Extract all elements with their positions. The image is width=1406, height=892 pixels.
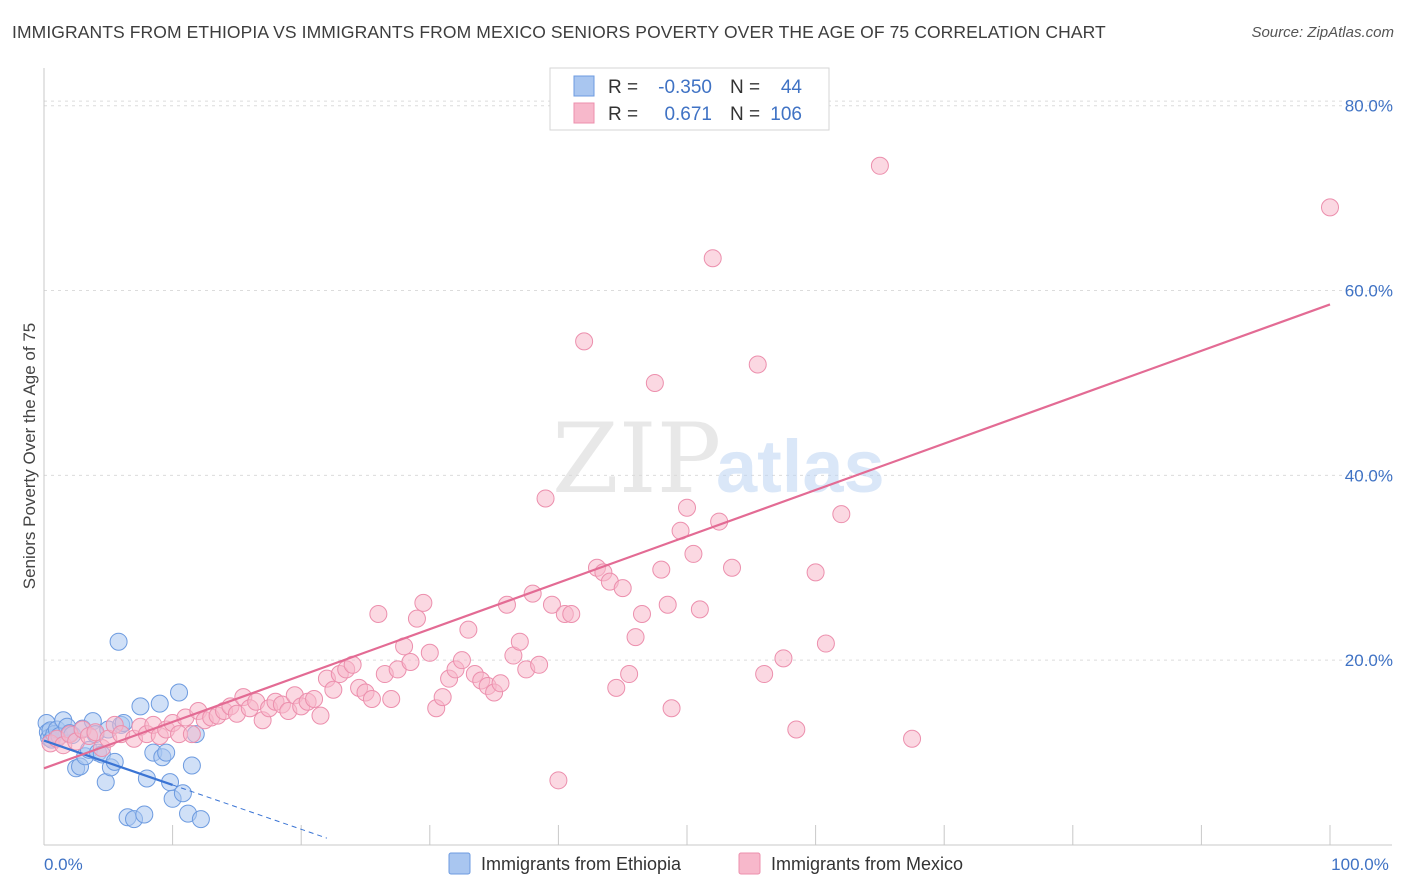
point-mexico-87 <box>620 665 639 684</box>
x-tick-label-0: 0.0% <box>44 855 83 874</box>
point-mexico-72 <box>510 632 529 651</box>
point-mexico-106 <box>816 634 835 653</box>
point-ethiopia-40 <box>173 784 192 803</box>
point-mexico-64 <box>459 620 478 639</box>
legend-n-value-mexico: 106 <box>770 104 802 125</box>
legend-n-value-ethiopia: 44 <box>781 77 803 98</box>
point-mexico-88 <box>626 628 645 647</box>
point-mexico-101 <box>748 355 767 374</box>
point-mexico-56 <box>407 609 426 628</box>
series-legend-label-ethiopia[interactable]: Immigrants from Ethiopia <box>481 854 682 874</box>
watermark: ZIP atlas <box>552 403 885 515</box>
trend-line-extension-ethiopia <box>172 784 328 839</box>
legend-swatch-ethiopia <box>573 75 595 97</box>
tick-labels: 0.0% 100.0% 20.0% 40.0% 60.0% 80.0% <box>44 97 1393 874</box>
axes <box>43 68 1392 846</box>
point-mexico-85 <box>607 678 626 697</box>
y-tick-label-2: 60.0% <box>1345 282 1393 301</box>
point-mexico-107 <box>832 505 851 524</box>
y-tick-label-3: 80.0% <box>1345 97 1393 116</box>
stats-legend-box <box>549 67 830 131</box>
point-mexico-109 <box>903 729 922 748</box>
point-mexico-89 <box>632 604 651 623</box>
point-mexico-96 <box>684 544 703 563</box>
trend-lines <box>43 303 1331 839</box>
stats-legend: R = -0.350 N = 44 R = 0.671 N = 106 <box>549 67 830 131</box>
point-ethiopia-34 <box>150 694 169 713</box>
point-mexico-49 <box>362 689 381 708</box>
series-legend-swatch-mexico[interactable] <box>738 852 761 875</box>
point-mexico-91 <box>652 560 671 579</box>
legend-n-label-mexico: N = <box>730 104 760 125</box>
point-mexico-90 <box>645 373 664 392</box>
chart-title: IMMIGRANTS FROM ETHIOPIA VS IMMIGRANTS F… <box>12 22 1106 42</box>
series-legend-swatch-ethiopia[interactable] <box>448 852 471 875</box>
point-ethiopia-39 <box>170 683 189 702</box>
point-ethiopia-36 <box>157 743 176 762</box>
point-mexico-77 <box>542 595 561 614</box>
point-mexico-97 <box>690 600 709 619</box>
grid-lines <box>44 100 1392 661</box>
point-mexico-80 <box>562 604 581 623</box>
point-mexico-58 <box>420 643 439 662</box>
legend-r-value-mexico: 0.671 <box>664 104 712 125</box>
point-mexico-55 <box>401 653 420 672</box>
x-tick-label-1: 100.0% <box>1331 855 1389 874</box>
point-mexico-21 <box>182 725 201 744</box>
series-legend: Immigrants from Ethiopia Immigrants from… <box>448 852 963 875</box>
point-mexico-104 <box>787 720 806 739</box>
point-mexico-78 <box>549 771 568 790</box>
point-mexico-57 <box>414 593 433 612</box>
point-mexico-103 <box>774 649 793 668</box>
point-mexico-63 <box>452 651 471 670</box>
legend-r-label-mexico: R = <box>608 104 638 125</box>
point-mexico-60 <box>433 688 452 707</box>
point-mexico-41 <box>311 706 330 725</box>
point-ethiopia-42 <box>182 756 201 775</box>
y-tick-label-1: 40.0% <box>1345 466 1393 485</box>
point-mexico-50 <box>369 604 388 623</box>
point-mexico-98 <box>703 249 722 268</box>
y-tick-label-0: 20.0% <box>1345 651 1393 670</box>
point-ethiopia-31 <box>135 805 154 824</box>
watermark-atlas: atlas <box>716 425 885 508</box>
legend-r-label-ethiopia: R = <box>608 77 638 98</box>
point-mexico-95 <box>678 498 696 517</box>
legend-swatch-mexico <box>573 102 595 124</box>
point-mexico-43 <box>324 680 343 699</box>
watermark-zip: ZIP <box>552 403 721 515</box>
point-mexico-102 <box>755 665 774 684</box>
point-mexico-110 <box>1321 198 1339 217</box>
chart-source: Source: ZipAtlas.com <box>1251 24 1394 41</box>
point-mexico-52 <box>382 689 401 708</box>
legend-r-value-ethiopia: -0.350 <box>658 77 712 98</box>
point-mexico-92 <box>658 595 677 614</box>
point-ethiopia-44 <box>191 810 210 829</box>
point-mexico-69 <box>491 674 510 693</box>
point-mexico-93 <box>662 699 681 718</box>
legend-n-label-ethiopia: N = <box>730 77 760 98</box>
y-axis-title: Seniors Poverty Over the Age of 75 <box>20 323 39 589</box>
point-mexico-105 <box>806 563 825 582</box>
trend-line-mexico <box>43 303 1331 770</box>
trend-line-ethiopia <box>43 739 173 786</box>
point-mexico-108 <box>870 156 889 175</box>
point-mexico-100 <box>723 558 742 577</box>
point-mexico-86 <box>613 579 632 598</box>
point-ethiopia-30 <box>131 697 150 716</box>
point-mexico-40 <box>305 689 324 708</box>
point-mexico-75 <box>530 655 549 674</box>
series-legend-label-mexico[interactable]: Immigrants from Mexico <box>771 854 963 874</box>
point-mexico-76 <box>536 489 555 508</box>
point-mexico-81 <box>575 332 594 351</box>
point-ethiopia-25 <box>109 632 128 651</box>
